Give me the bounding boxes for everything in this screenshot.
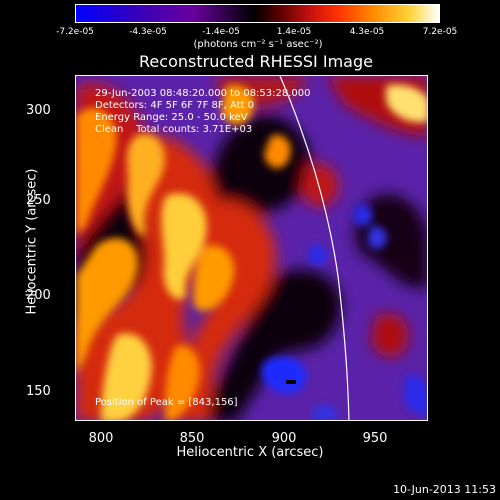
colorbar-tick-label: 7.2e-05 [422, 27, 458, 37]
solar-limb-line [279, 76, 350, 420]
plot-title: Reconstructed RHESSI Image [139, 52, 373, 71]
y-axis-label: Heliocentric Y (arcsec) [24, 168, 40, 315]
colorbar-tick-label: -7.2e-05 [56, 27, 94, 37]
annotation-clean: Clean Total counts: 3.71E+03 [95, 124, 253, 135]
x-tick-label: 900 [271, 431, 297, 446]
y-tick-label: 150 [26, 384, 51, 399]
colorbar-tick-label: 4.3e-05 [349, 27, 385, 37]
rhessi-image [76, 76, 427, 420]
annotation-peak-position: Position of Peak = [843,156] [95, 397, 238, 408]
colorbar [75, 4, 440, 23]
y-tick-label: 300 [26, 103, 51, 118]
x-axis-label: Heliocentric X (arcsec) [176, 445, 324, 460]
image-plot [75, 75, 428, 421]
colorbar-units: (photons cm⁻² s⁻¹ asec⁻²) [193, 39, 323, 50]
colorbar-tick-label: -1.4e-05 [202, 27, 240, 37]
x-tick-label: 850 [179, 431, 205, 446]
date-stamp: 10-Jun-2013 11:53 [393, 483, 496, 496]
annotation-detectors: Detectors: 4F 5F 6F 7F 8F, Att 0 [95, 100, 255, 111]
y-tick-label: 200 [26, 288, 51, 303]
annotation-energy-range: Energy Range: 25.0 - 50.0 keV [95, 112, 248, 123]
y-tick-label: 250 [26, 193, 51, 208]
x-tick-label: 800 [88, 431, 114, 446]
annotation-time-range: 29-Jun-2003 08:48:20.000 to 08:53:28.000 [95, 88, 311, 99]
colorbar-tick-label: 1.4e-05 [276, 27, 312, 37]
x-tick-label: 950 [362, 431, 388, 446]
colorbar-tick-label: -4.3e-05 [129, 27, 167, 37]
